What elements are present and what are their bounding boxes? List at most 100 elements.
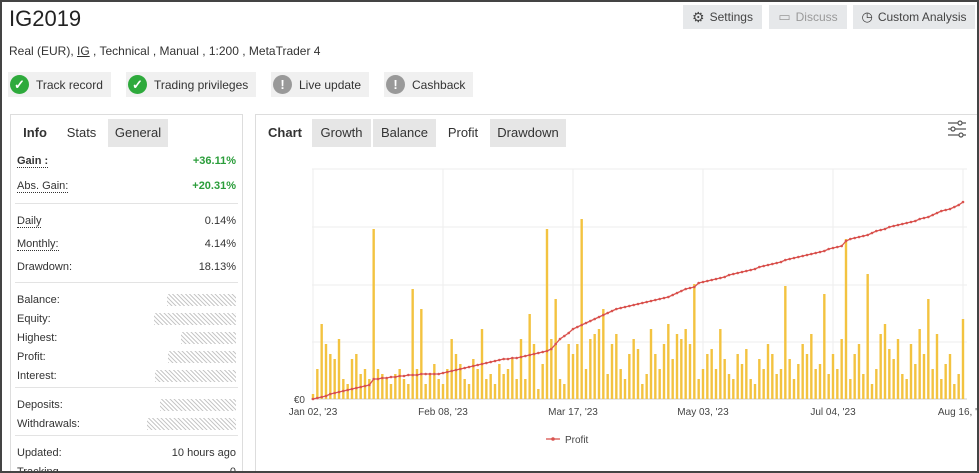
bar (459, 364, 462, 399)
bar (636, 349, 640, 399)
bar (502, 374, 505, 399)
separator (15, 387, 238, 388)
line-point (511, 356, 514, 360)
stat-value: +36.11% (192, 155, 236, 167)
line-point (524, 354, 527, 358)
line-point (346, 388, 349, 392)
bar (775, 374, 778, 399)
bar (355, 354, 358, 399)
line-point (901, 222, 904, 226)
bar (589, 339, 592, 399)
badge: ✓ Trading privileges (126, 72, 257, 97)
line-point (398, 374, 401, 378)
line-point (554, 342, 557, 346)
settings-button[interactable]: ⚙ Settings (683, 5, 762, 29)
bar (463, 379, 466, 399)
line-point (541, 350, 544, 354)
tab[interactable]: Stats (66, 125, 97, 140)
tab[interactable]: Profit (447, 125, 479, 140)
custom-analysis-button[interactable]: ◷ Custom Analysis (853, 5, 975, 29)
bar (619, 369, 622, 399)
bar (342, 379, 345, 399)
line-point (381, 376, 384, 380)
line-point (836, 245, 839, 249)
tab[interactable]: Growth (312, 119, 371, 147)
hidden-value (160, 399, 236, 411)
bar (736, 354, 739, 399)
legend-label: Profit (565, 435, 589, 446)
line-point (324, 394, 328, 398)
hidden-value (181, 332, 236, 344)
bar (909, 344, 913, 399)
bar (446, 369, 449, 399)
stat-row: Balance: (17, 292, 236, 308)
line-point (385, 376, 388, 380)
bar (875, 369, 878, 399)
line-point (597, 315, 601, 319)
tab[interactable]: Balance (373, 119, 436, 147)
badge-label: Trading privileges (154, 77, 249, 92)
line-point (957, 203, 960, 207)
account-title: IG2019 (9, 6, 82, 31)
line-point (888, 225, 891, 229)
bar (940, 379, 943, 399)
line-point (493, 359, 497, 363)
bar (701, 369, 705, 399)
bar (805, 354, 809, 399)
bar (554, 299, 557, 399)
line-point (675, 291, 679, 295)
bar (346, 384, 349, 399)
tab[interactable]: General (108, 119, 168, 147)
stat-row: Tracking 0 (17, 464, 236, 471)
broker-link[interactable]: IG (77, 44, 90, 58)
badge: ✓ Track record (8, 72, 111, 97)
filter-icon[interactable] (948, 120, 966, 138)
badge-label: Cashback (412, 77, 466, 92)
line-point (914, 219, 917, 223)
bar (385, 379, 388, 399)
line-point (827, 247, 830, 251)
stat-label: Drawdown: (17, 261, 73, 273)
x-tick-label: Mar 17, '23 (548, 407, 598, 418)
line-point (740, 270, 744, 274)
line-point (589, 319, 592, 323)
bar (545, 229, 549, 399)
line-point (857, 235, 861, 239)
account-type: Real (EUR), (9, 44, 78, 58)
line-point (935, 211, 939, 215)
bar (515, 379, 518, 399)
line-point (337, 390, 341, 394)
line-point (918, 217, 921, 221)
line-point (862, 234, 865, 238)
line-point (745, 269, 748, 273)
line-point (870, 231, 874, 235)
tab[interactable]: Info (23, 125, 47, 140)
bar (948, 354, 952, 399)
line-point (441, 371, 445, 375)
account-info: Real (EUR), IG , Technical , Manual , 1:… (9, 44, 320, 58)
line-point (563, 334, 566, 338)
line-point (411, 373, 414, 377)
bar (836, 369, 839, 399)
line-point (506, 357, 510, 361)
line-point (814, 251, 817, 255)
tab[interactable]: Chart (268, 125, 302, 140)
discuss-button[interactable]: ▭ Discuss (769, 5, 847, 29)
line-point (433, 372, 436, 376)
hidden-value (167, 294, 236, 306)
line-point (680, 289, 683, 293)
line-point (641, 301, 644, 305)
line-point (584, 321, 588, 325)
x-tick-label: Aug 16, '23 (938, 407, 977, 418)
bar (788, 359, 791, 399)
tab[interactable]: Drawdown (490, 119, 566, 147)
separator (15, 435, 238, 436)
bar (519, 339, 523, 399)
line-point (749, 268, 752, 272)
stat-value: 4.14% (204, 238, 236, 250)
x-tick-label: May 03, '23 (677, 407, 729, 418)
line-point (389, 375, 393, 379)
bar (693, 284, 696, 399)
line-point (693, 285, 696, 289)
bar (667, 324, 670, 399)
